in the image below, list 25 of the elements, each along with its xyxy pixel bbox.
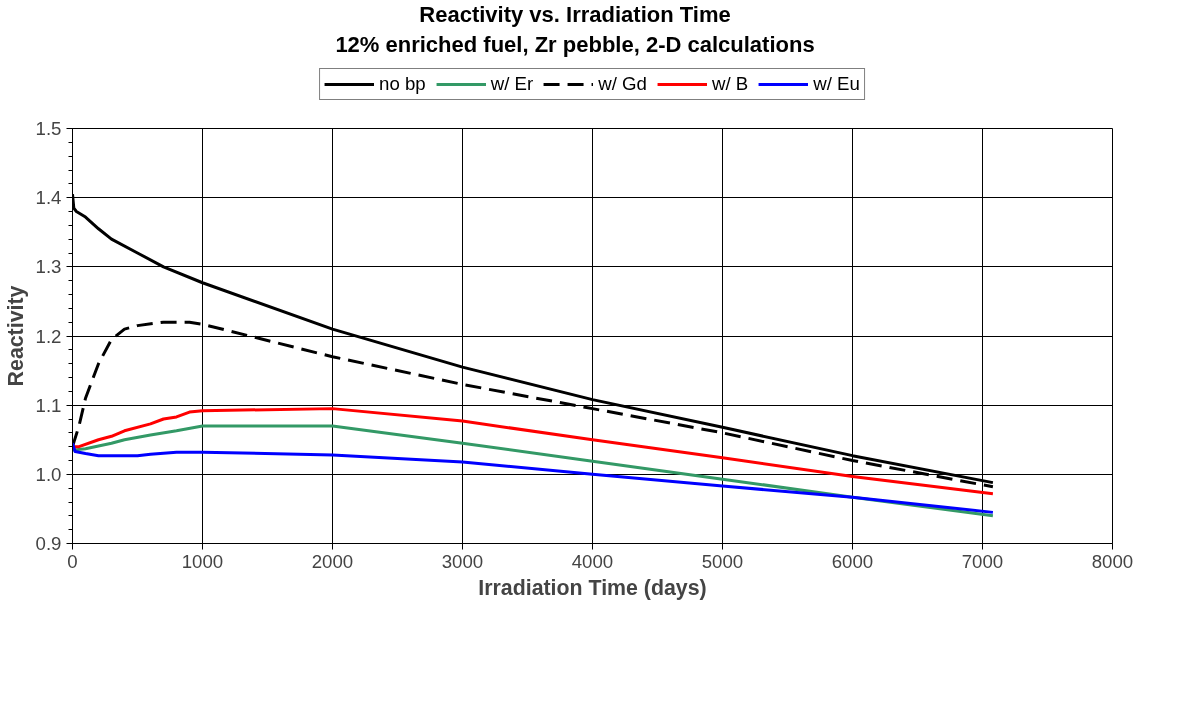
y-tick-label: 1.5 xyxy=(35,118,62,139)
chart-title: Reactivity vs. Irradiation Time xyxy=(419,1,731,29)
legend-label: w/ Gd xyxy=(598,73,647,95)
y-axis-title: Reactivity xyxy=(3,285,28,387)
y-tick-label: 1.3 xyxy=(35,256,62,278)
y-tick-label: 1.2 xyxy=(35,325,62,347)
x-tick-label: 4000 xyxy=(571,550,614,572)
chart-subtitle: 12% enriched fuel, Zr pebble, 2-D calculations xyxy=(335,31,815,59)
legend-label: w/ Er xyxy=(490,73,534,95)
x-tick-label: 8000 xyxy=(1091,550,1134,572)
x-tick-label: 1000 xyxy=(181,550,224,572)
x-tick-label: 2000 xyxy=(311,550,354,572)
x-tick-label: 3000 xyxy=(441,550,484,572)
x-tick-label: 7000 xyxy=(961,550,1004,572)
legend-label: w/ B xyxy=(711,73,749,95)
y-tick-label: 1.0 xyxy=(35,463,62,485)
legend-label: w/ Eu xyxy=(813,73,860,95)
legend-label: no bp xyxy=(379,73,426,95)
y-tick-label: 1.4 xyxy=(35,187,62,209)
x-tick-label: 0 xyxy=(67,550,78,572)
x-tick-label: 6000 xyxy=(831,550,874,572)
y-tick-label: 0.9 xyxy=(35,533,62,554)
x-tick-label: 5000 xyxy=(701,550,744,572)
x-axis-title: Irradiation Time (days) xyxy=(478,575,707,600)
y-tick-label: 1.1 xyxy=(35,394,62,416)
